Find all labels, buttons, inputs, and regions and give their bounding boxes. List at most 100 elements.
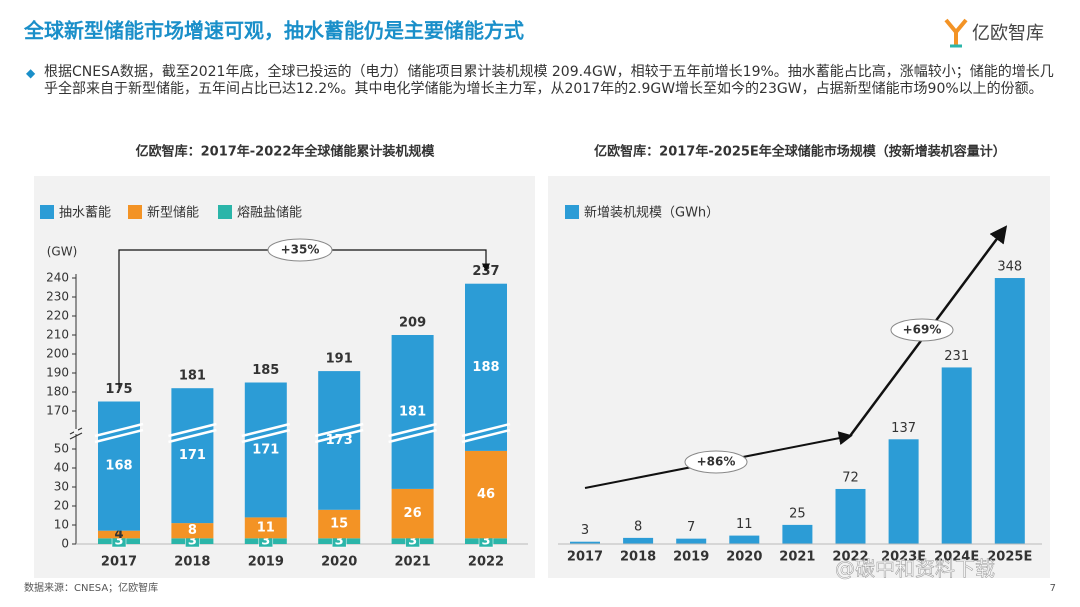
total-label: 209	[399, 316, 426, 331]
y-tick-label: 240	[46, 271, 69, 285]
x-tick-label: 2018	[174, 555, 210, 570]
legend-swatch	[40, 205, 54, 219]
segment-label: 171	[179, 448, 206, 463]
watermark: @碳中和资料下载	[835, 557, 995, 581]
bullet-icon: ◆	[26, 66, 36, 80]
y-tick-label: 10	[54, 518, 69, 532]
value-label: 25	[789, 506, 806, 521]
value-label: 231	[944, 349, 969, 364]
bar-break	[388, 422, 437, 438]
segment-label: 4	[114, 527, 123, 542]
x-tick-label: 2018	[620, 550, 656, 565]
slide-title: 全球新型储能市场增速可观，抽水蓄能仍是主要储能方式	[23, 19, 524, 43]
x-tick-label: 2017	[567, 550, 603, 565]
legend-label: 新增装机规模（GWh）	[584, 205, 719, 221]
logo-text: 亿欧智库	[972, 23, 1044, 44]
value-label: 72	[842, 470, 859, 485]
x-tick-label: 2023E	[881, 550, 926, 565]
bar-segment	[171, 388, 214, 524]
bar-break	[388, 428, 437, 444]
logo: 亿欧智库	[944, 18, 1044, 48]
value-label: 7	[687, 520, 695, 535]
x-tick-label: 2017	[101, 555, 137, 570]
bar	[676, 538, 707, 544]
bar-break	[241, 422, 291, 438]
segment-label: 3	[114, 534, 123, 549]
annotation: +86%	[697, 455, 736, 469]
segment-label: 181	[399, 404, 426, 419]
total-label: 185	[252, 363, 279, 378]
legend-swatch	[218, 205, 232, 219]
bar	[782, 524, 813, 544]
bar-segment	[391, 488, 434, 539]
annotation: +69%	[903, 323, 942, 337]
bar-break	[94, 428, 144, 444]
bar	[835, 488, 866, 544]
y-tick-label: 220	[46, 309, 69, 323]
chart-title: 亿欧智库：2017年-2022年全球储能累计装机规模	[136, 144, 436, 160]
value-label: 3	[581, 523, 589, 538]
y-tick-label: 180	[46, 385, 69, 399]
annotation-bubble	[267, 238, 333, 262]
segment-label: 3	[188, 534, 197, 549]
segment-label: 3	[261, 534, 270, 549]
total-label: 237	[472, 264, 499, 279]
bar-break	[461, 428, 511, 444]
bar-segment	[98, 401, 140, 531]
bar-break	[94, 422, 144, 438]
x-tick-label: 2019	[248, 555, 284, 570]
y-tick-label: 0	[61, 537, 69, 551]
bar-segment	[391, 335, 434, 489]
segment-label: 171	[252, 442, 279, 457]
legend-swatch	[565, 205, 579, 219]
legend-swatch	[128, 205, 142, 219]
value-label: 8	[634, 519, 642, 534]
annotation-bubble	[890, 318, 954, 342]
x-tick-label: 2020	[321, 555, 357, 570]
bar	[888, 439, 919, 544]
bar-segment	[244, 517, 287, 539]
bullet-text: 根据CNESA数据，截至2021年底，全球已投运的（电力）储能项目累计装机规模 …	[44, 64, 1054, 97]
annotation: +35%	[281, 243, 320, 257]
legend-label: 抽水蓄能	[59, 206, 111, 221]
segment-label: 168	[105, 459, 132, 474]
bar-break	[314, 422, 364, 438]
bar-break	[461, 422, 511, 438]
value-label: 11	[736, 517, 753, 532]
bar-break	[314, 428, 364, 444]
value-label: 348	[997, 260, 1022, 275]
bar	[994, 278, 1025, 544]
chart-title: 亿欧智库：2017年-2025E年全球储能市场规模（按新增装机容量计）	[594, 144, 1006, 160]
total-label: 175	[105, 382, 132, 397]
bar-segment	[318, 509, 361, 539]
y-tick-label: 30	[54, 480, 69, 494]
bar-break	[241, 428, 291, 444]
segment-label: 46	[477, 487, 495, 502]
x-tick-label: 2024E	[934, 550, 979, 565]
bar	[570, 541, 600, 544]
x-tick-label: 2019	[673, 550, 709, 565]
y-unit: (GW)	[47, 245, 78, 259]
bar-segment	[98, 530, 140, 539]
segment-label: 26	[404, 506, 422, 521]
segment-label: 3	[408, 534, 417, 549]
segment-label: 188	[472, 360, 499, 375]
x-tick-label: 2022	[468, 555, 504, 570]
annotation-bubble	[684, 450, 748, 474]
y-tick-label: 190	[46, 366, 69, 380]
y-tick-label: 200	[46, 347, 69, 361]
segment-label: 11	[257, 520, 275, 535]
legend-label: 新型储能	[147, 205, 199, 221]
total-label: 191	[326, 352, 353, 367]
legend-label: 熔融盐储能	[237, 206, 302, 221]
source: 数据来源：CNESA；亿欧智库	[24, 581, 158, 594]
y-tick-label: 50	[54, 442, 69, 456]
bar-segment	[244, 382, 287, 518]
x-tick-label: 2021	[395, 555, 431, 570]
segment-label: 15	[330, 517, 348, 532]
y-tick-label: 40	[54, 461, 69, 475]
bar-segment	[171, 523, 214, 539]
bar-segment	[465, 450, 507, 539]
bar	[623, 537, 654, 544]
